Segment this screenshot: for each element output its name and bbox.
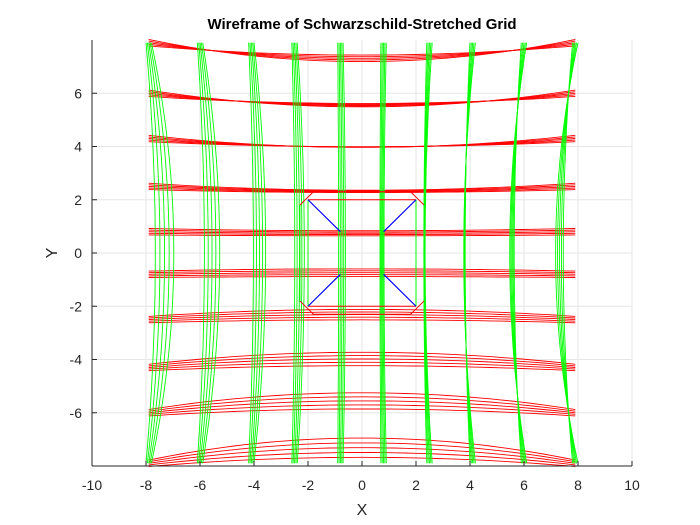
- vertical-wire-line: [150, 42, 175, 464]
- horizontal-wire-line: [148, 316, 576, 322]
- horizontal-wire-line: [148, 392, 576, 411]
- x-tick-label: 6: [520, 477, 528, 493]
- y-tick-label: 2: [74, 192, 82, 208]
- horizontal-wire-line: [148, 39, 576, 63]
- horizontal-wire-line: [148, 134, 576, 148]
- horizon-octagon-edge: [410, 191, 425, 206]
- vertical-wire-line: [424, 42, 433, 464]
- vertical-wire-line: [380, 42, 383, 464]
- horizon-octagon-edge: [410, 300, 425, 315]
- horizontal-wire-line: [148, 447, 576, 464]
- vertical-wire-line: [200, 42, 217, 464]
- horizon-octagon-edge: [299, 300, 314, 315]
- horizontal-wire-line: [148, 182, 576, 191]
- horizontal-wire-line: [148, 319, 576, 324]
- y-tick-label: -6: [70, 405, 83, 421]
- vertical-wire-line: [292, 42, 298, 464]
- x-tick-label: 0: [358, 477, 366, 493]
- horizontal-wire-line: [148, 311, 576, 319]
- vertical-wire-line: [248, 42, 254, 464]
- horizontal-wire-line: [148, 358, 576, 368]
- vertical-wire-line: [509, 42, 528, 464]
- horizontal-wire-line: [148, 442, 576, 463]
- y-axis-label: Y: [44, 247, 61, 258]
- horizon-diagonal: [307, 199, 341, 233]
- horizontal-wire-line: [148, 437, 576, 461]
- plot-area: [145, 39, 579, 467]
- vertical-wire-line: [252, 42, 264, 464]
- vertical-wire-line: [341, 42, 345, 464]
- y-tick-label: 6: [74, 85, 82, 101]
- horizon-octagon-edge: [299, 191, 314, 206]
- x-tick-label: -6: [194, 477, 207, 493]
- horizontal-wire-line: [148, 355, 576, 367]
- horizontal-wire-line: [148, 404, 576, 415]
- tick-labels: -10 -8 -6 -4 -2 0 2 4 6 8 10 -6 -4 -2 0 2 4 6: [70, 85, 640, 493]
- x-tick-label: 4: [466, 477, 474, 493]
- x-tick-label: 8: [574, 477, 582, 493]
- vertical-wire-line: [338, 42, 341, 464]
- vertical-wire-line: [202, 42, 221, 464]
- vertical-wire-line: [253, 42, 267, 464]
- x-axis-label: X: [357, 502, 368, 519]
- vertical-wire-line: [342, 42, 346, 464]
- horizontal-wire-line: [148, 365, 576, 372]
- vertical-wire-line: [148, 42, 166, 464]
- horizon-diagonal: [383, 199, 417, 233]
- horizontal-wire-line: [148, 400, 576, 414]
- horizontal-wire-line: [148, 351, 576, 365]
- vertical-wire-line: [149, 42, 170, 464]
- vertical-wire-line: [250, 42, 260, 464]
- horizontal-wire-line: [148, 89, 576, 108]
- horizontal-wire-line: [148, 452, 576, 466]
- y-tick-label: -2: [70, 298, 83, 314]
- vertical-wire-line: [145, 42, 156, 464]
- vertical-wire-line: [381, 42, 385, 464]
- vertical-wire-line: [463, 42, 476, 464]
- vertical-wire-line: [383, 42, 387, 464]
- vertical-wire-line: [199, 42, 213, 464]
- vertical-wire-line: [198, 42, 209, 464]
- horizontal-wire-line: [148, 361, 576, 370]
- vertical-wire-line: [379, 42, 382, 464]
- x-tick-label: 2: [412, 477, 420, 493]
- horizontal-wire-line: [148, 408, 576, 417]
- y-tick-label: 4: [74, 139, 82, 155]
- horizontal-wire-line: [148, 308, 576, 317]
- vertical-wire-line: [560, 42, 575, 464]
- x-tick-label: 10: [624, 477, 640, 493]
- axes: [91, 40, 633, 467]
- vertical-wire-line: [196, 42, 205, 464]
- y-tick-label: -4: [70, 352, 83, 368]
- vertical-wire-line: [249, 42, 257, 464]
- horizontal-wire-line: [148, 184, 576, 192]
- vertical-wire-line: [339, 42, 343, 464]
- vertical-wire-line: [555, 42, 579, 464]
- x-tick-label: -10: [82, 477, 102, 493]
- vertical-wire-line: [291, 42, 296, 464]
- chart-title: Wireframe of Schwarzschild-Stretched Gri…: [207, 16, 516, 33]
- x-tick-label: -8: [140, 477, 153, 493]
- vertical-wire-line: [296, 42, 305, 464]
- vertical-wire-line: [382, 42, 386, 464]
- vertical-wire-line: [146, 42, 161, 464]
- horizontal-wire-line: [148, 396, 576, 412]
- horizon-diagonal: [307, 273, 341, 307]
- horizontal-wire-line: [148, 189, 576, 193]
- x-tick-label: -4: [248, 477, 261, 493]
- vertical-wire-line: [337, 42, 340, 464]
- y-tick-label: 0: [74, 245, 82, 261]
- vertical-wire-line: [295, 42, 303, 464]
- x-tick-label: -2: [302, 477, 315, 493]
- horizontal-wire-line: [148, 456, 576, 467]
- horizon-diagonal: [383, 273, 417, 307]
